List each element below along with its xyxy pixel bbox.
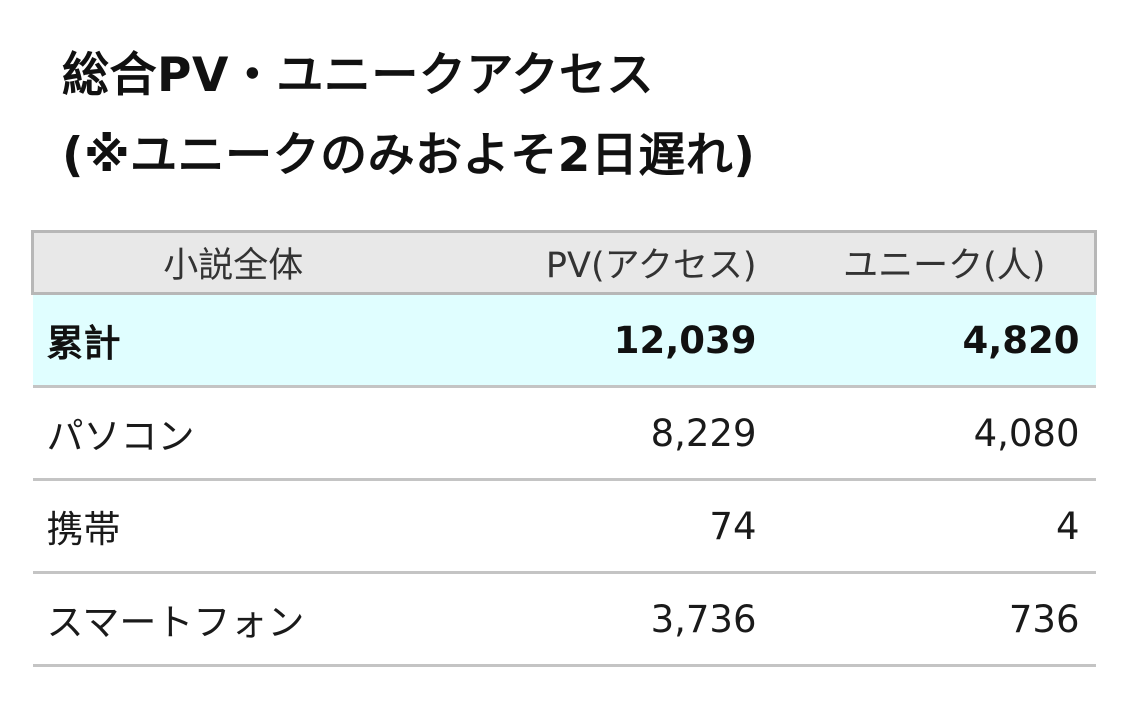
row-label: パソコン — [32, 386, 433, 481]
table-row-pc: パソコン 8,229 4,080 — [32, 386, 1096, 481]
row-unique-value: 736 — [784, 572, 1096, 667]
row-label: スマートフォン — [32, 572, 433, 667]
table-row-total: 累計 12,039 4,820 — [32, 293, 1096, 388]
table-row-smartphone: スマートフォン 3,736 736 — [32, 572, 1096, 667]
row-unique-value: 4,820 — [784, 293, 1096, 388]
row-pv-value: 3,736 — [432, 572, 785, 667]
row-pv-value: 8,229 — [432, 386, 785, 481]
row-unique-value: 4,080 — [784, 386, 1096, 481]
access-stats-table: 小説全体 PV(アクセス) ユニーク(人) 累計 12,039 4,820 パソ… — [31, 230, 1097, 667]
row-pv-value: 12,039 — [432, 293, 785, 388]
header-pv: PV(アクセス) — [432, 230, 785, 295]
row-label: 累計 — [32, 293, 433, 388]
page-title-line-2: (※ユニークのみおよそ2日遅れ) — [62, 128, 756, 183]
row-label: 携帯 — [32, 479, 433, 574]
row-pv-value: 74 — [432, 479, 785, 574]
page-title-line-1: 総合PV・ユニークアクセス — [62, 48, 654, 103]
header-unique: ユニーク(人) — [784, 230, 1097, 295]
table-row-mobile: 携帯 74 4 — [32, 479, 1096, 574]
table-header-row: 小説全体 PV(アクセス) ユニーク(人) — [31, 230, 1097, 295]
header-novel-total: 小説全体 — [31, 230, 433, 295]
row-unique-value: 4 — [784, 479, 1096, 574]
page-title: 総合PV・ユニークアクセス (※ユニークのみおよそ2日遅れ) — [62, 36, 755, 196]
